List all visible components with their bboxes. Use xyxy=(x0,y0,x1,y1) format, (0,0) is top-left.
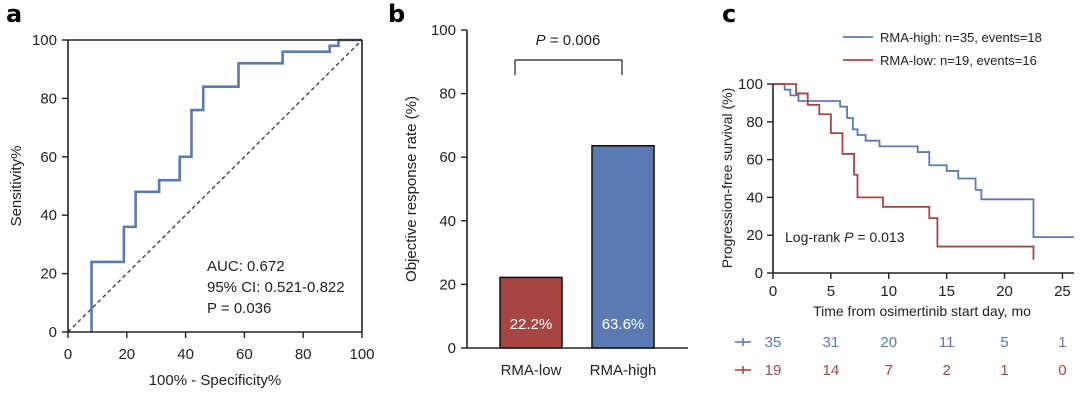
risk-count: 1 xyxy=(1000,362,1008,379)
bar-y-label: Objective response rate (%) xyxy=(403,96,420,282)
risk-count: 20 xyxy=(880,334,897,351)
roc-x-label: 100% - Specificity% xyxy=(149,372,282,389)
roc-y-tick-label: 0 xyxy=(49,324,57,341)
legend-rma-low-label: RMA-low: n=19, events=16 xyxy=(880,53,1037,68)
roc-x-tick-label: 20 xyxy=(118,346,135,363)
roc-curve xyxy=(90,38,362,332)
km-curve-rma-high xyxy=(773,83,1074,238)
bar-rma-low-value: 22.2% xyxy=(510,316,553,333)
panel-a-label: a xyxy=(6,0,22,28)
km-x-tick-label: 25 xyxy=(1054,283,1071,300)
log-rank-text: Log-rank P = 0.013 xyxy=(785,229,905,245)
risk-count: 7 xyxy=(885,362,893,379)
roc-x-tick-label: 40 xyxy=(177,346,194,363)
roc-ticks: 0 20 40 60 80 100 0 20 40 60 80 100 xyxy=(32,32,375,363)
panel-c-label: c xyxy=(722,0,736,28)
risk-table: 35 31 20 11 5 1 19 14 7 2 1 0 xyxy=(735,334,1067,379)
roc-chart: 0 20 40 60 80 100 0 20 40 60 80 100 AUC: 0.672 95% … xyxy=(8,32,375,389)
roc-reference-line xyxy=(67,39,363,333)
bar-y-tick-label: 0 xyxy=(448,340,456,357)
km-x-tick-label: 10 xyxy=(880,283,897,300)
bar-rma-low xyxy=(499,276,563,349)
roc-auc-text: AUC: 0.672 xyxy=(207,258,285,275)
risk-count: 14 xyxy=(823,362,840,379)
bar-y-tick-label: 40 xyxy=(439,213,456,230)
bar-category-rma-high: RMA-high xyxy=(590,362,657,379)
roc-y-tick-label: 40 xyxy=(40,207,57,224)
risk-count: 35 xyxy=(765,334,782,351)
km-curve-rma-low xyxy=(773,83,1035,260)
km-ticks: 0 5 10 15 20 25 0 20 40 60 80 100 xyxy=(738,76,1071,300)
bar-ticks: 0 20 40 60 80 100 xyxy=(431,22,467,357)
risk-count: 19 xyxy=(765,362,782,379)
km-x-tick-label: 15 xyxy=(938,283,955,300)
roc-x-tick-label: 80 xyxy=(295,346,312,363)
bar-y-tick-label: 60 xyxy=(439,149,456,166)
bar-y-tick-label: 20 xyxy=(439,276,456,293)
significance-p-text: P = 0.006 xyxy=(536,32,601,49)
km-x-label: Time from osimertinib start day, mo xyxy=(813,303,1031,319)
risk-count: 0 xyxy=(1058,362,1066,379)
risk-count: 31 xyxy=(823,334,840,351)
roc-p-text: P = 0.036 xyxy=(207,300,271,317)
km-y-tick-label: 80 xyxy=(746,114,763,131)
legend-rma-high-label: RMA-high: n=35, events=18 xyxy=(880,30,1042,45)
roc-y-tick-label: 100 xyxy=(32,32,57,49)
km-x-tick-label: 5 xyxy=(827,283,835,300)
orr-bar-chart: 0 20 40 60 80 100 22.2% 63.6% RMA-low RMA-hig… xyxy=(403,22,688,379)
bar-y-tick-label: 100 xyxy=(431,22,456,39)
risk-count: 11 xyxy=(939,334,955,351)
panel-b-label: b xyxy=(388,0,405,28)
roc-y-tick-label: 60 xyxy=(40,149,57,166)
roc-y-label: Sensitivity% xyxy=(8,146,25,227)
roc-y-tick-label: 80 xyxy=(40,90,57,107)
risk-count: 2 xyxy=(942,362,950,379)
km-x-tick-label: 20 xyxy=(996,283,1013,300)
bar-category-rma-low: RMA-low xyxy=(501,362,562,379)
km-y-tick-label: 40 xyxy=(746,189,763,206)
significance-bracket xyxy=(514,59,623,75)
bar-y-tick-label: 80 xyxy=(439,86,456,103)
km-x-tick-label: 0 xyxy=(769,283,777,300)
km-y-tick-label: 100 xyxy=(738,76,763,93)
roc-ci-text: 95% CI: 0.521-0.822 xyxy=(207,279,345,296)
roc-x-tick-label: 0 xyxy=(64,346,72,363)
km-y-tick-label: 0 xyxy=(755,265,763,282)
roc-x-tick-label: 100 xyxy=(349,346,374,363)
roc-y-tick-label: 20 xyxy=(40,266,57,283)
bar-rma-high-value: 63.6% xyxy=(602,316,645,333)
risk-count: 1 xyxy=(1058,334,1066,351)
km-y-tick-label: 20 xyxy=(746,227,763,244)
risk-count: 5 xyxy=(1000,334,1008,351)
km-y-label: Progression-free survival (%) xyxy=(719,88,735,269)
roc-x-tick-label: 60 xyxy=(236,346,253,363)
km-y-tick-label: 60 xyxy=(746,152,763,169)
